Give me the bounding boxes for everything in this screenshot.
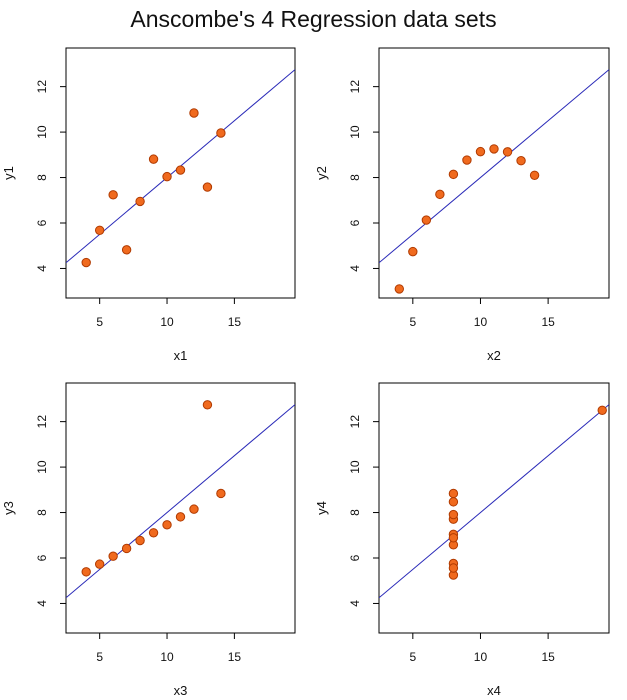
data-point xyxy=(189,108,199,118)
data-point xyxy=(448,509,459,520)
data-point xyxy=(448,563,459,573)
y-tick-label: 8 xyxy=(35,509,49,516)
panel-3: 5 10 15 4 6 8 10 12 x3 y3 xyxy=(1,382,296,698)
y-axis-label: y3 xyxy=(1,501,16,515)
plot-frame xyxy=(378,47,610,299)
data-point xyxy=(475,146,486,157)
y-tick-label: 12 xyxy=(35,415,49,429)
data-point xyxy=(448,497,459,507)
y-tick-label: 10 xyxy=(348,460,362,474)
data-point xyxy=(189,504,199,514)
y-tick-label: 6 xyxy=(35,219,49,226)
y-tick-label: 12 xyxy=(348,415,362,429)
data-point xyxy=(421,215,432,225)
x-tick-label: 10 xyxy=(474,650,488,664)
y-tick-label: 8 xyxy=(348,174,362,181)
x-tick-label: 15 xyxy=(228,315,242,329)
data-point xyxy=(529,170,540,180)
plot-frame xyxy=(378,382,610,634)
y-tick-label: 6 xyxy=(348,219,362,226)
data-point xyxy=(135,196,145,207)
data-point xyxy=(448,169,459,180)
data-point xyxy=(148,528,159,538)
panel-1: 5 10 15 4 6 8 10 12 x1 y1 xyxy=(1,47,296,363)
data-point xyxy=(516,156,526,166)
data-point xyxy=(121,245,132,255)
y-tick-label: 6 xyxy=(35,554,49,561)
x-tick-label: 10 xyxy=(160,650,174,664)
data-point xyxy=(81,257,91,268)
y-axis-label: y1 xyxy=(1,166,16,180)
data-point xyxy=(408,246,418,257)
data-point xyxy=(216,128,226,138)
y-tick-label: 4 xyxy=(35,265,49,272)
y-tick-label: 4 xyxy=(348,600,362,607)
regression-line xyxy=(379,69,609,264)
panel-2: 5 10 15 4 6 8 10 12 x2 y2 xyxy=(314,47,610,363)
data-point xyxy=(202,400,213,410)
data-point xyxy=(175,512,186,522)
y-tick-label: 10 xyxy=(348,125,362,139)
x-tick-label: 5 xyxy=(409,650,416,664)
panel-4: 5 10 15 4 6 8 10 12 x4 y4 xyxy=(314,382,610,698)
data-point xyxy=(94,559,105,569)
data-point xyxy=(462,155,472,165)
y-tick-label: 12 xyxy=(35,80,49,94)
plot-frame xyxy=(65,382,296,634)
y-tick-label: 10 xyxy=(35,460,49,474)
x-axis-label: x2 xyxy=(487,348,501,363)
data-point xyxy=(108,551,118,561)
data-point xyxy=(435,189,445,200)
x-tick-label: 15 xyxy=(541,650,555,664)
data-point xyxy=(108,190,118,200)
data-point xyxy=(597,405,607,415)
x-tick-label: 5 xyxy=(409,315,416,329)
regression-line xyxy=(66,404,295,599)
y-tick-label: 10 xyxy=(35,125,49,139)
y-tick-label: 4 xyxy=(348,265,362,272)
y-tick-label: 8 xyxy=(35,174,49,181)
x-tick-label: 5 xyxy=(96,315,103,329)
y-tick-label: 8 xyxy=(348,509,362,516)
data-point xyxy=(135,535,145,546)
x-axis-label: x4 xyxy=(487,683,501,698)
regression-line xyxy=(379,404,609,599)
data-point xyxy=(81,567,91,577)
x-tick-label: 10 xyxy=(160,315,174,329)
data-point xyxy=(448,488,459,499)
x-axis-label: x1 xyxy=(174,348,188,363)
data-point xyxy=(121,543,132,554)
data-point xyxy=(175,165,186,175)
data-point xyxy=(489,144,499,154)
data-point xyxy=(162,171,172,182)
data-point xyxy=(216,488,226,499)
data-point xyxy=(502,147,513,157)
y-tick-label: 4 xyxy=(35,600,49,607)
x-tick-label: 10 xyxy=(474,315,488,329)
data-point xyxy=(94,225,105,235)
x-axis-label: x3 xyxy=(174,683,188,698)
data-point xyxy=(448,533,459,543)
plot-frame xyxy=(65,47,296,299)
data-point xyxy=(148,154,159,164)
y-tick-label: 12 xyxy=(348,80,362,94)
y-axis-label: y4 xyxy=(314,501,329,515)
data-point xyxy=(394,284,404,294)
x-tick-label: 15 xyxy=(228,650,242,664)
y-tick-label: 6 xyxy=(348,554,362,561)
data-point xyxy=(202,182,213,192)
y-axis-label: y2 xyxy=(314,166,329,180)
x-tick-label: 15 xyxy=(541,315,555,329)
chart-title: Anscombe's 4 Regression data sets xyxy=(130,6,497,32)
x-tick-label: 5 xyxy=(96,650,103,664)
data-point xyxy=(162,520,172,530)
